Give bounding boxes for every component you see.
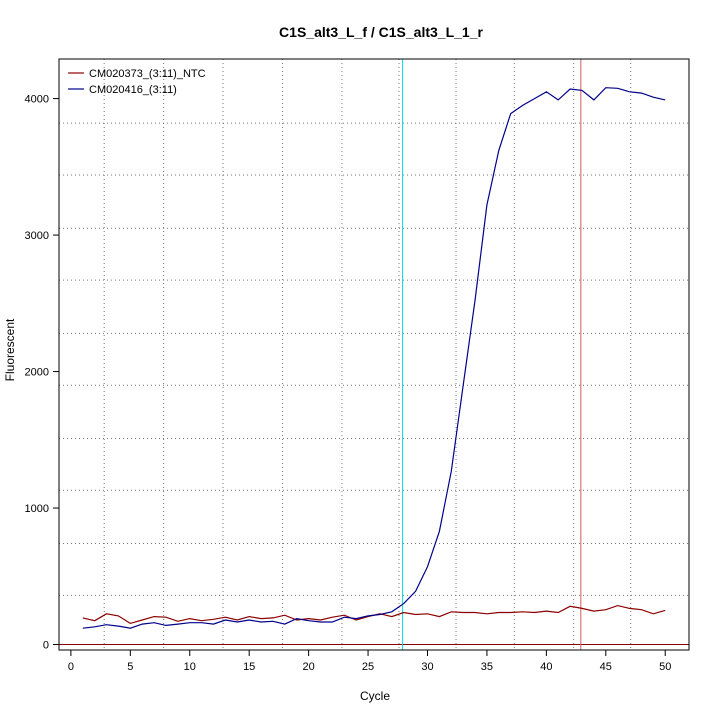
x-axis: 0 5 10 15 20 25 30 35 40 45 50: [68, 650, 671, 673]
legend-label-1: CM020416_(3:11): [89, 84, 177, 96]
x-tick-label: 45: [600, 661, 612, 673]
legend-label-0: CM020373_(3:11)_NTC: [89, 68, 206, 80]
y-tick-label: 0: [43, 640, 49, 652]
x-tick-label: 35: [481, 661, 493, 673]
legend: CM020373_(3:11)_NTC CM020416_(3:11): [68, 68, 206, 96]
x-tick-label: 5: [127, 661, 133, 673]
series-line-0: [82, 604, 666, 625]
x-tick-label: 25: [362, 661, 374, 673]
x-tick-label: 15: [243, 661, 255, 673]
x-tick-label: 30: [421, 661, 433, 673]
x-tick-label: 50: [659, 661, 671, 673]
x-tick-label: 20: [302, 661, 314, 673]
y-tick-label: 3000: [25, 230, 49, 242]
grid: [59, 59, 689, 650]
y-axis-label: Fluorescent: [3, 318, 17, 381]
series-lines: [82, 87, 666, 629]
y-tick-label: 1000: [25, 503, 49, 515]
reference-lines: [59, 59, 689, 650]
y-tick-label: 4000: [25, 94, 49, 106]
x-axis-label: Cycle: [360, 689, 390, 703]
series-line-1: [82, 87, 666, 629]
x-tick-label: 0: [68, 661, 74, 673]
plot-frame: [58, 58, 690, 651]
y-tick-label: 2000: [25, 367, 49, 379]
chart-title: C1S_alt3_L_f / C1S_alt3_L_1_r: [279, 24, 483, 40]
x-tick-label: 40: [540, 661, 552, 673]
y-axis: 0 1000 2000 3000 4000: [25, 94, 59, 652]
x-tick-label: 10: [184, 661, 196, 673]
